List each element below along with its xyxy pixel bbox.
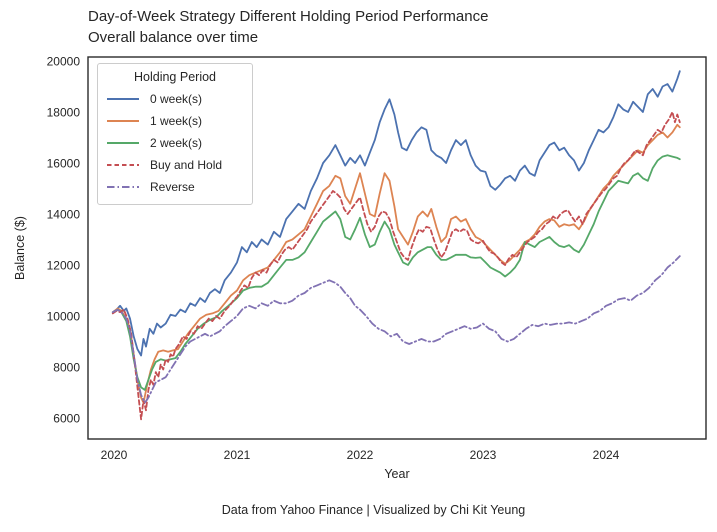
- series-line-0-week-s-: [111, 70, 681, 357]
- x-tick-label: 2024: [593, 448, 620, 462]
- y-tick-label: 6000: [53, 412, 80, 426]
- attribution-footer: Data from Yahoo Finance | Visualized by …: [221, 503, 526, 517]
- legend-entry-label: 1 week(s): [150, 114, 203, 128]
- legend-entry: Buy and Hold: [106, 154, 244, 176]
- legend-title: Holding Period: [134, 70, 216, 84]
- legend-entry-label: 0 week(s): [150, 92, 203, 106]
- y-tick-label: 10000: [47, 310, 81, 324]
- y-tick-label: 12000: [47, 259, 81, 273]
- y-tick-label: 16000: [47, 157, 81, 171]
- legend-entries: 0 week(s) 1 week(s) 2 week(s) Buy and Hold R…: [106, 88, 244, 198]
- y-tick-label: 8000: [53, 361, 80, 375]
- x-tick-label: 2021: [224, 448, 251, 462]
- legend-entry: 0 week(s): [106, 88, 244, 110]
- legend-entry-label: Buy and Hold: [150, 158, 223, 172]
- series-line-1-week-s-: [111, 123, 681, 404]
- legend-entry: 2 week(s): [106, 132, 244, 154]
- x-axis-label: Year: [384, 467, 409, 481]
- legend-entry: Reverse: [106, 176, 244, 198]
- series-line-reverse: [111, 255, 681, 404]
- y-tick-label: 20000: [47, 55, 81, 69]
- y-tick-label: 14000: [47, 208, 81, 222]
- chart-title: Day-of-Week Strategy Different Holding P…: [88, 8, 489, 25]
- legend-line-sample: [107, 142, 139, 144]
- y-axis-label: Balance ($): [13, 216, 27, 280]
- legend-line-sample: [107, 120, 139, 122]
- legend-line-sample: [107, 186, 139, 188]
- legend-box: Holding Period 0 week(s) 1 week(s) 2 week(…: [97, 63, 253, 205]
- x-tick-label: 2020: [101, 448, 128, 462]
- plot-border: [87, 56, 707, 440]
- legend-entry: 1 week(s): [106, 110, 244, 132]
- legend-line-sample: [107, 98, 139, 100]
- legend-entry-label: 2 week(s): [150, 136, 203, 150]
- series-line-buy-and-hold: [111, 111, 681, 421]
- x-tick-label: 2022: [347, 448, 374, 462]
- y-tick-label: 18000: [47, 106, 81, 120]
- legend-line-sample: [107, 164, 139, 166]
- chart-title-block: Day-of-Week Strategy Different Holding P…: [88, 6, 488, 48]
- chart-subtitle: Overall balance over time: [88, 29, 259, 46]
- x-tick-label: 2023: [470, 448, 497, 462]
- legend-entry-label: Reverse: [150, 180, 195, 194]
